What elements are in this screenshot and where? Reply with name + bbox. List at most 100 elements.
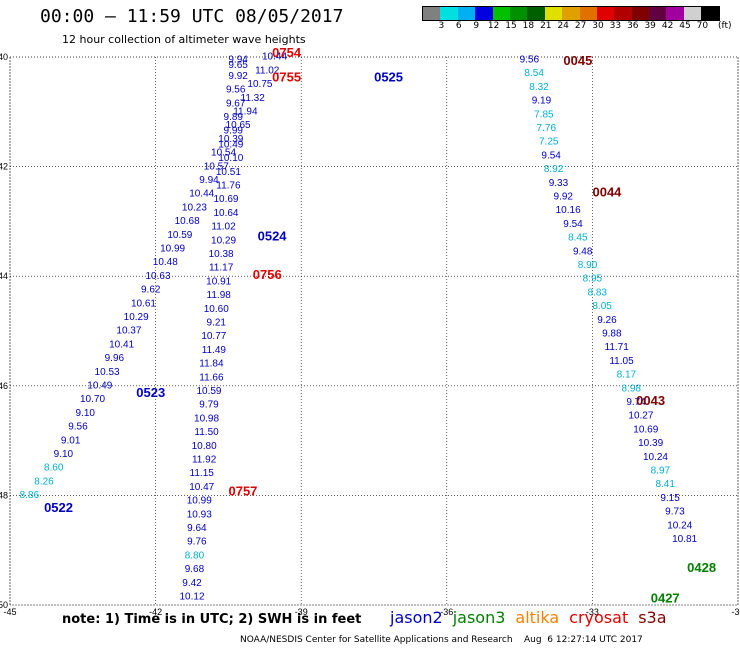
colorbar-swatch [457, 7, 476, 20]
colorbar-swatch [649, 7, 667, 20]
data-point: 9.10 [54, 449, 74, 460]
pass-time-label: 0756 [253, 267, 282, 282]
data-point: 10.44 [262, 52, 287, 63]
data-point: 9.42 [182, 578, 202, 589]
data-point: 10.81 [672, 534, 697, 545]
data-point: 9.62 [141, 285, 161, 296]
pass-time-label: 0757 [228, 483, 257, 498]
data-point: 10.75 [247, 79, 272, 90]
data-point: 7.85 [534, 109, 554, 120]
data-point: 9.65 [228, 60, 248, 71]
data-point: 10.39 [638, 438, 663, 449]
x-tick-label: -36 [440, 607, 453, 617]
data-point: 10.77 [201, 331, 226, 342]
x-tick-label: -45 [3, 607, 16, 617]
data-point: 9.54 [541, 150, 561, 161]
data-point: 10.63 [146, 271, 171, 282]
data-point: 10.27 [628, 411, 653, 422]
data-point: 10.99 [187, 496, 212, 507]
pass-time-label: 0522 [44, 500, 73, 515]
data-point: 9.48 [573, 246, 593, 257]
data-point: 8.41 [655, 479, 675, 490]
y-tick-label: -50 [0, 600, 8, 610]
note-text: note: 1) Time is in UTC; 2) SWH is in fe… [62, 612, 362, 627]
colorbar-label: 3 [438, 21, 445, 31]
pass-time-label: 0755 [272, 70, 301, 85]
data-point: 10.48 [153, 257, 178, 268]
footer-credit: NOAA/NESDIS Center for Satellite Applica… [240, 635, 643, 645]
colorbar-swatch [492, 7, 510, 20]
colorbar-swatch [683, 7, 702, 20]
data-point: 10.29 [211, 235, 236, 246]
pass-time-label: 0754 [272, 45, 302, 60]
colorbar-label: 36 [627, 21, 639, 31]
data-point: 10.57 [204, 161, 229, 172]
colorbar-labels: 3 6 9 12 15 18 21 24 27 30 33 36 39 42 45 70 [422, 21, 732, 33]
colorbar-swatch [544, 7, 563, 20]
colorbar-label: 33 [609, 21, 622, 31]
data-point: 8.80 [185, 550, 205, 561]
data-point: 9.26 [597, 315, 617, 326]
data-point: 9.73 [665, 507, 685, 518]
colorbar-label: 24 [557, 21, 569, 31]
data-point: 8.60 [44, 463, 64, 474]
data-point: 10.49 [218, 139, 243, 150]
data-point: 9.88 [602, 328, 622, 339]
data-point: 10.65 [226, 120, 251, 131]
colorbar-swatch [666, 7, 684, 20]
data-point: 8.92 [544, 164, 564, 175]
data-point: 9.56 [68, 422, 88, 433]
colorbar-label: 9 [473, 21, 480, 31]
data-point: 9.96 [105, 353, 125, 364]
data-point: 8.86 [20, 490, 40, 501]
chart-title: 00:00 – 11:59 UTC 08/05/2017 [40, 6, 344, 27]
data-point: 10.53 [95, 367, 120, 378]
data-point: 9.89 [224, 112, 244, 123]
chart-subtitle: 12 hour collection of altimeter wave hei… [62, 33, 306, 46]
data-point: 9.56 [226, 85, 246, 96]
pass-time-label: 0525 [374, 70, 403, 85]
data-point: 11.17 [209, 263, 234, 274]
satellite-legend: jason2 jason3 altika cryosat s3a [390, 608, 677, 627]
data-point: 11.71 [605, 342, 630, 353]
colorbar-swatch [423, 7, 441, 20]
satellite-legend-cryosat: cryosat [569, 608, 629, 627]
data-point: 9.92 [554, 191, 574, 202]
colorbar-swatch [701, 7, 719, 20]
colorbar-label: 30 [592, 21, 604, 31]
colorbar-label: 18 [522, 21, 535, 31]
data-point: 9.74 [626, 397, 646, 408]
x-tick-label: -39 [295, 607, 308, 617]
data-point: 9.94 [228, 54, 248, 65]
y-tick-label: -40 [0, 52, 8, 62]
data-point: 11.98 [207, 290, 232, 301]
data-point: 11.02 [255, 65, 280, 76]
colorbar-swatch [579, 7, 597, 20]
data-point: 10.99 [160, 244, 185, 255]
data-point: 10.44 [189, 189, 214, 200]
data-point: 10.38 [209, 249, 234, 260]
data-point: 10.69 [213, 194, 238, 205]
data-point: 10.49 [87, 381, 112, 392]
data-point: 11.15 [190, 468, 215, 479]
pass-time-label: 0523 [136, 385, 165, 400]
data-point: 9.19 [532, 96, 552, 107]
data-point: 11.50 [194, 427, 219, 438]
data-point: 8.95 [583, 274, 603, 285]
data-point: 11.05 [609, 356, 634, 367]
data-point: 9.67 [226, 98, 246, 109]
colorbar-label: 70 [696, 21, 709, 31]
data-point: 10.80 [192, 441, 217, 452]
data-point: 10.29 [124, 312, 149, 323]
satellite-legend-altika: altika [515, 608, 560, 627]
data-point: 8.26 [34, 476, 54, 487]
x-tick-label: -42 [149, 607, 162, 617]
data-point: 10.61 [131, 298, 156, 309]
data-point: 9.68 [185, 564, 205, 575]
data-point: 11.66 [199, 372, 224, 383]
plot-frame [9, 56, 739, 606]
colorbar-swatch [596, 7, 615, 20]
satellite-legend-jason3: jason3 [452, 608, 506, 627]
data-point: 10.16 [556, 205, 581, 216]
